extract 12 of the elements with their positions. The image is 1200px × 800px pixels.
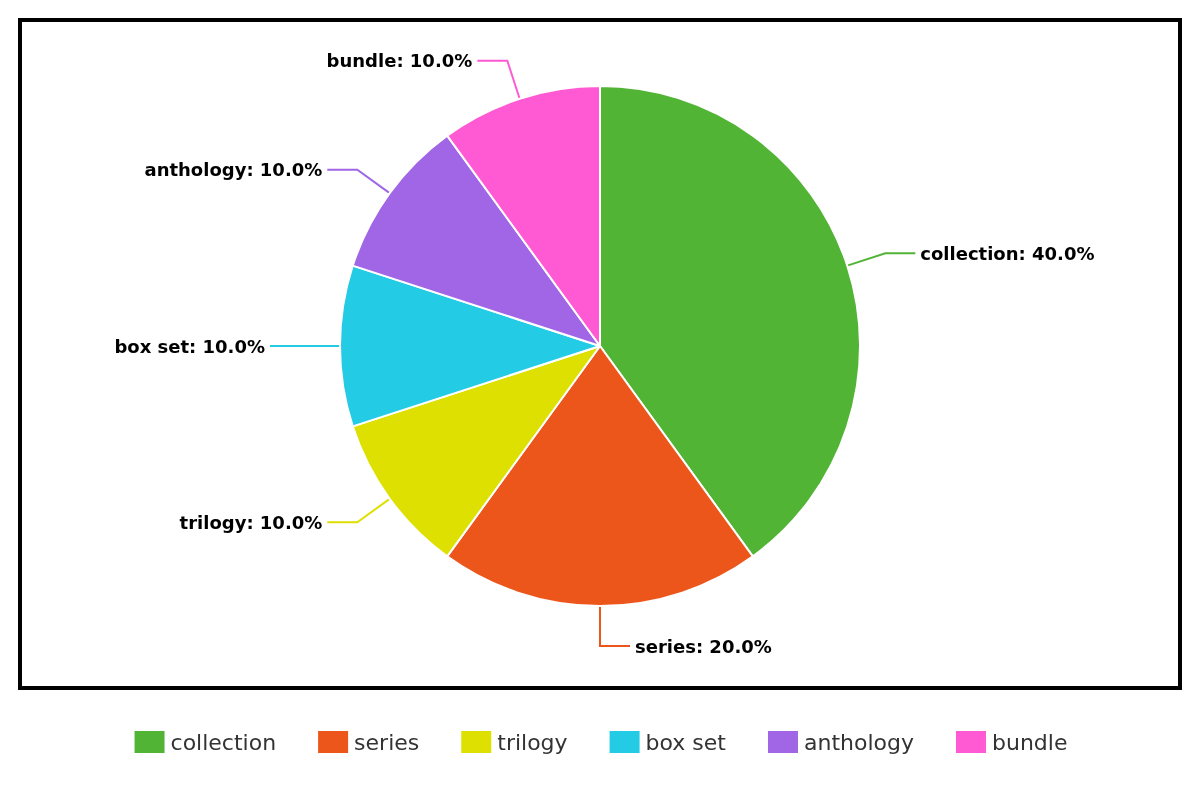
legend-label: trilogy xyxy=(497,729,568,755)
data-label: anthology: 10.0% xyxy=(144,159,323,181)
data-label: collection: 40.0% xyxy=(920,242,1095,264)
legend-label: box set xyxy=(645,729,727,755)
legend-label: collection xyxy=(170,729,277,755)
data-label: box set: 10.0% xyxy=(114,335,265,357)
data-label: series: 20.0% xyxy=(635,635,772,657)
data-label: bundle: 10.0% xyxy=(326,50,473,72)
data-label: trilogy: 10.0% xyxy=(179,511,323,533)
legend-label: anthology xyxy=(803,729,914,755)
legend-label: series xyxy=(354,729,420,755)
legend-label: bundle xyxy=(991,729,1068,755)
